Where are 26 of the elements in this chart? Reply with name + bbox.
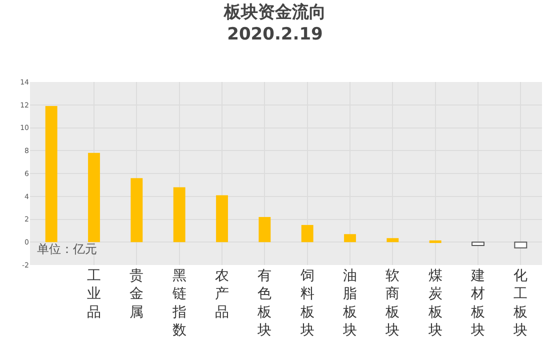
x-tick-label: 饲料板块 [299, 268, 314, 339]
bar [88, 152, 100, 242]
x-tick-label: 软商板块 [384, 268, 400, 339]
x-tick-label: 油脂板块 [342, 268, 357, 339]
bar [429, 240, 442, 243]
x-tick-label: 煤炭板块 [427, 268, 442, 339]
bar [130, 178, 143, 242]
x-tick-label: 工业品 [87, 268, 101, 320]
x-tick-label: 建材板块 [470, 268, 485, 339]
bar [386, 238, 399, 242]
bar [344, 234, 356, 242]
x-tick-label: 贵金属 [130, 268, 144, 320]
bar [216, 195, 228, 242]
x-tick-label: 有色板块 [256, 268, 272, 339]
x-tick-label: 黑链指数 [171, 268, 186, 339]
bar [173, 187, 186, 242]
chart-subtitle: 2020.2.19 [227, 24, 323, 44]
x-tick-label: 化工板块 [512, 268, 528, 339]
bar [472, 242, 484, 246]
annotation: 单位：亿元 [37, 242, 97, 256]
bar [45, 106, 58, 242]
bar [514, 242, 528, 248]
chart-title: 板块资金流向 [223, 2, 326, 22]
bar [301, 224, 314, 242]
bar [258, 216, 271, 242]
x-tick-label: 农产品 [215, 268, 229, 320]
